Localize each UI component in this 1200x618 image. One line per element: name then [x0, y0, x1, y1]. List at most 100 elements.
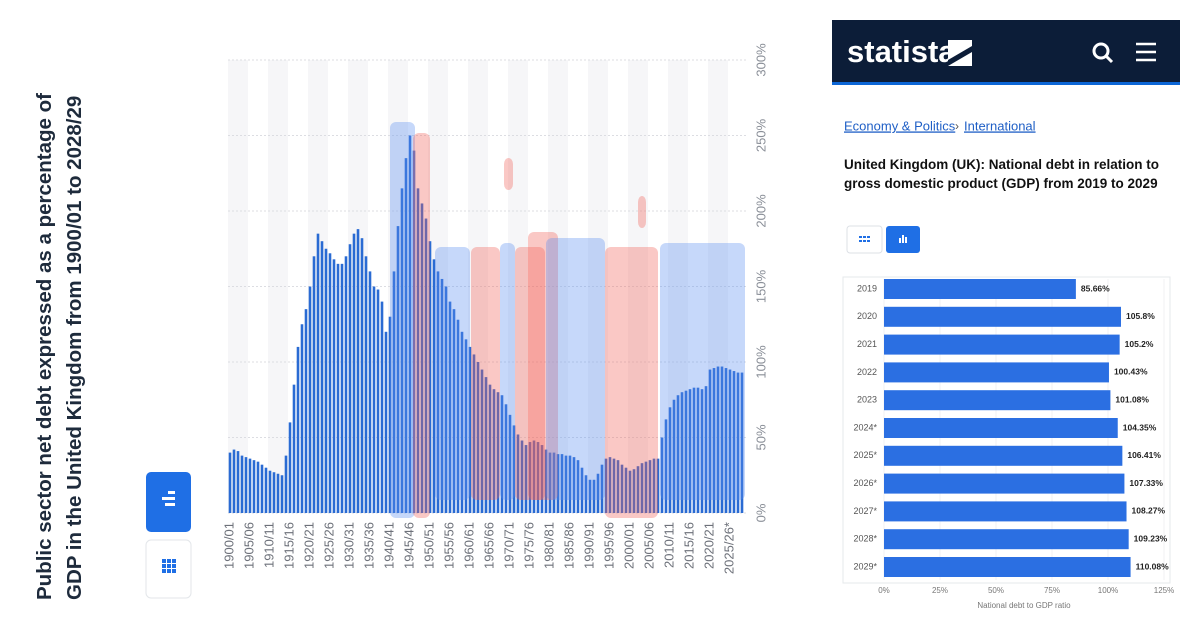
- bar: [256, 461, 260, 513]
- bar: [704, 386, 708, 513]
- y-tick-label: 250%: [753, 118, 768, 152]
- bar: [584, 475, 588, 513]
- bar: [696, 387, 700, 513]
- bar: [484, 377, 488, 513]
- bar: [496, 392, 500, 513]
- bar: [608, 457, 612, 513]
- y-tick-label: 0%: [753, 503, 768, 522]
- x-tick-label: 1965/66: [481, 522, 496, 569]
- bar: [884, 445, 1123, 466]
- bar: [476, 362, 480, 513]
- y-tick-label: 50%: [753, 424, 768, 450]
- breadcrumb-separator: ›: [955, 119, 959, 133]
- x-tick-label: 1975/76: [521, 522, 536, 569]
- bar: [732, 371, 736, 513]
- bar: [488, 384, 492, 513]
- bar: [436, 271, 440, 513]
- bar: [884, 334, 1120, 355]
- bar: [520, 440, 524, 513]
- bar: [376, 289, 380, 513]
- bar: [440, 278, 444, 513]
- bar: [244, 457, 248, 513]
- bar: [236, 451, 240, 513]
- bar-icon: [162, 491, 175, 506]
- bar: [604, 458, 608, 513]
- chart-view-button[interactable]: [146, 472, 191, 532]
- menu-icon[interactable]: [1136, 42, 1156, 62]
- bar: [884, 279, 1076, 299]
- bar: [724, 368, 728, 513]
- bar: [596, 473, 600, 513]
- x-axis-title: National debt to GDP ratio: [977, 601, 1071, 610]
- bar: [312, 256, 316, 513]
- bar: [276, 473, 280, 513]
- bar: [508, 414, 512, 513]
- breadcrumb-link[interactable]: Economy & Politics: [844, 118, 956, 133]
- value-label: 106.41%: [1127, 450, 1161, 460]
- y-tick-label: 2019: [857, 283, 877, 293]
- bar: [264, 467, 268, 513]
- bar: [380, 301, 384, 513]
- table-view-button[interactable]: [846, 225, 883, 254]
- x-tick-label: 100%: [1098, 586, 1118, 595]
- bar: [240, 455, 244, 513]
- value-label: 108.27%: [1132, 506, 1166, 516]
- logo-mark: [948, 40, 972, 66]
- logo: statista: [847, 34, 956, 69]
- bar: [232, 449, 236, 513]
- bar: [448, 301, 452, 513]
- bar: [560, 454, 564, 513]
- bar: [412, 150, 416, 513]
- period-shading: [471, 247, 500, 500]
- y-tick-label: 2021: [857, 339, 877, 349]
- bar: [884, 418, 1118, 438]
- bar: [628, 470, 632, 513]
- bar: [644, 461, 648, 513]
- bar: [432, 259, 436, 513]
- bar: [600, 464, 604, 513]
- period-shading: [660, 243, 745, 500]
- bar: [452, 309, 456, 513]
- period-shading: [500, 243, 515, 500]
- bar: [348, 244, 352, 513]
- bar: [292, 384, 296, 513]
- x-tick-label: 1915/16: [281, 522, 296, 569]
- bar: [684, 390, 688, 513]
- search-icon[interactable]: [1092, 42, 1114, 64]
- bar: [388, 316, 392, 513]
- bar: [676, 395, 680, 513]
- bar: [280, 475, 284, 513]
- bar: [632, 469, 636, 513]
- bar: [588, 479, 592, 513]
- bar: [428, 241, 432, 513]
- y-tick-label: 2024*: [853, 422, 877, 432]
- bar: [492, 389, 496, 513]
- bar: [272, 472, 276, 513]
- x-tick-label: 1920/21: [301, 522, 316, 569]
- chart-title: United Kingdom (UK): National debt in re…: [844, 157, 1159, 191]
- x-tick-label: 1945/46: [401, 522, 416, 569]
- breadcrumb-link[interactable]: International: [964, 118, 1036, 133]
- y-tick-label: 2020: [857, 311, 877, 321]
- x-tick-label: 0%: [878, 586, 890, 595]
- x-tick-label: 2025/26*: [721, 522, 736, 574]
- value-label: 105.2%: [1125, 339, 1154, 349]
- bar: [368, 271, 372, 513]
- bar: [356, 229, 360, 513]
- bar: [616, 460, 620, 513]
- bar: [288, 422, 292, 513]
- x-tick-label: 1955/56: [441, 522, 456, 569]
- bar: [400, 188, 404, 513]
- bar: [728, 369, 732, 513]
- x-tick-label: 50%: [988, 586, 1004, 595]
- x-tick-label: 1980/81: [541, 522, 556, 569]
- bar: [524, 445, 528, 513]
- period-shading: [528, 232, 558, 500]
- bar: [692, 387, 696, 513]
- bar: [480, 369, 484, 513]
- bar: [624, 467, 628, 513]
- x-tick-label: 1930/31: [341, 522, 356, 569]
- x-tick-label: 2015/16: [681, 522, 696, 569]
- period-shading: [390, 122, 415, 518]
- period-shading: [504, 158, 513, 190]
